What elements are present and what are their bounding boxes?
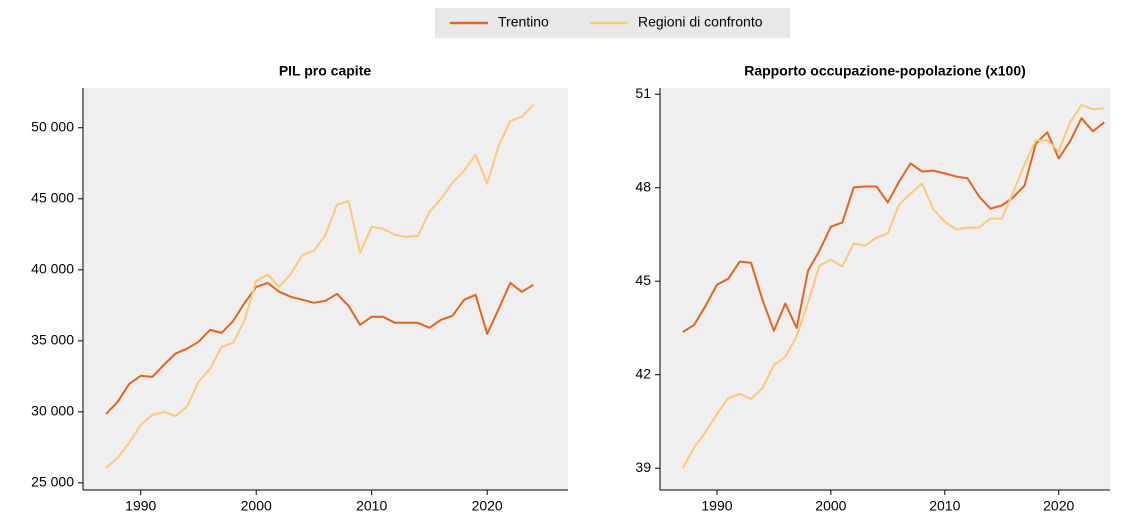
legend-label: Regioni di confronto [638,14,763,30]
y-tick-label: 39 [635,459,651,475]
y-tick-label: 42 [635,365,651,381]
plot-area [660,88,1110,490]
series-line [681,104,1105,469]
y-tick-label: 48 [635,178,651,194]
y-tick-label: 45 [635,272,651,288]
y-tick-label: 30 000 [31,403,74,419]
x-tick-label: 2020 [472,498,503,514]
legend-label: Trentino [498,14,549,30]
x-tick-label: 2010 [356,498,387,514]
y-tick-label: 50 000 [31,118,74,134]
chart-title: Rapporto occupazione-popolazione (x100) [744,63,1026,79]
x-tick-label: 2000 [241,498,272,514]
series-line [105,104,535,469]
x-tick-label: 1990 [125,498,156,514]
series-line [105,281,534,415]
y-tick-label: 35 000 [31,332,74,348]
y-tick-label: 40 000 [31,261,74,277]
series-line [682,117,1105,333]
x-tick-label: 2020 [1043,498,1074,514]
x-tick-label: 2010 [929,498,960,514]
plot-area [83,88,568,490]
chart-title: PIL pro capite [279,63,372,79]
y-tick-label: 45 000 [31,190,74,206]
x-tick-label: 2000 [815,498,846,514]
y-tick-label: 25 000 [31,474,74,490]
x-tick-label: 1990 [701,498,732,514]
y-tick-label: 51 [635,85,651,101]
